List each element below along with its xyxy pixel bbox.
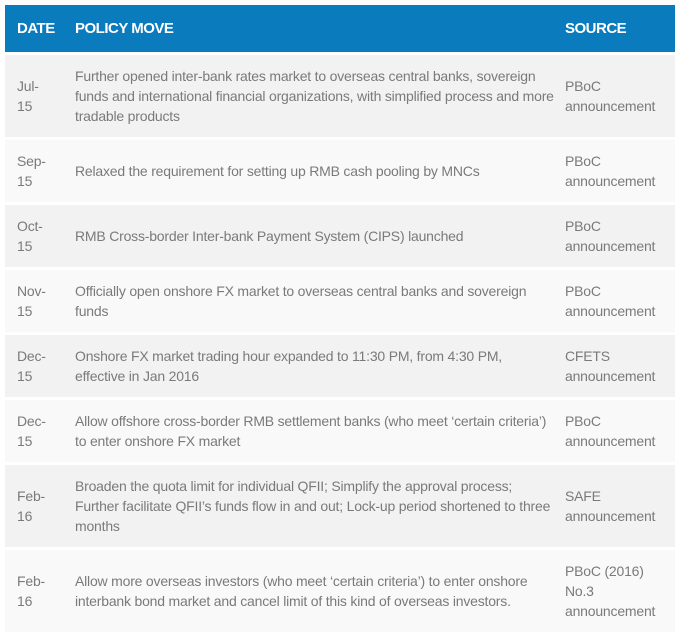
cell-date: Jul- 15 xyxy=(17,78,39,114)
cell-source: PBoC (2016) No.3 announcement xyxy=(565,563,656,619)
cell-policy: Allow offshore cross-border RMB settleme… xyxy=(75,413,547,449)
header-source: SOURCE xyxy=(565,20,627,37)
cell-source: PBoC announcement xyxy=(565,78,656,114)
header-policy: POLICY MOVE xyxy=(75,20,174,37)
table-row: Dec- 15 Onshore FX market trading hour ex… xyxy=(5,335,675,397)
table-row: Feb- 16 Broaden the quota limit for indiv… xyxy=(5,465,675,547)
cell-policy: RMB Cross-border Inter-bank Payment Syst… xyxy=(75,228,464,244)
cell-date: Dec- 15 xyxy=(17,348,46,384)
cell-source: CFETS announcement xyxy=(565,348,656,384)
policy-table: DATE POLICY MOVE SOURCE Jul- 15 Further o… xyxy=(5,5,675,632)
table-row: Nov- 15 Officially open onshore FX market… xyxy=(5,270,675,332)
cell-source: SAFE announcement xyxy=(565,488,656,524)
cell-source: PBoC announcement xyxy=(565,413,656,449)
cell-policy: Further opened inter-bank rates market t… xyxy=(75,68,554,124)
table-row: Dec- 15 Allow offshore cross-border RMB s… xyxy=(5,400,675,462)
cell-policy: Broaden the quota limit for individual Q… xyxy=(75,478,551,534)
cell-source: PBoC announcement xyxy=(565,283,656,319)
table-row: Sep- 15 Relaxed the requirement for setti… xyxy=(5,140,675,202)
cell-policy: Onshore FX market trading hour expanded … xyxy=(75,348,502,384)
cell-date: Oct- 15 xyxy=(17,218,43,254)
cell-date: Nov- 15 xyxy=(17,283,46,319)
cell-date: Dec- 15 xyxy=(17,413,46,449)
table-header: DATE POLICY MOVE SOURCE xyxy=(5,5,675,52)
cell-date: Sep- 15 xyxy=(17,153,46,189)
cell-policy: Relaxed the requirement for setting up R… xyxy=(75,163,480,179)
cell-source: PBoC announcement xyxy=(565,218,656,254)
table-row: Feb- 16 Allow more overseas investors (wh… xyxy=(5,550,675,632)
cell-policy: Officially open onshore FX market to ove… xyxy=(75,283,527,319)
cell-policy: Allow more overseas investors (who meet … xyxy=(75,573,528,609)
cell-source: PBoC announcement xyxy=(565,153,656,189)
table-row: Oct- 15 RMB Cross-border Inter-bank Payme… xyxy=(5,205,675,267)
table-row: Jul- 15 Further opened inter-bank rates m… xyxy=(5,55,675,137)
header-date: DATE xyxy=(17,20,55,37)
cell-date: Feb- 16 xyxy=(17,488,45,524)
cell-date: Feb- 16 xyxy=(17,573,45,609)
